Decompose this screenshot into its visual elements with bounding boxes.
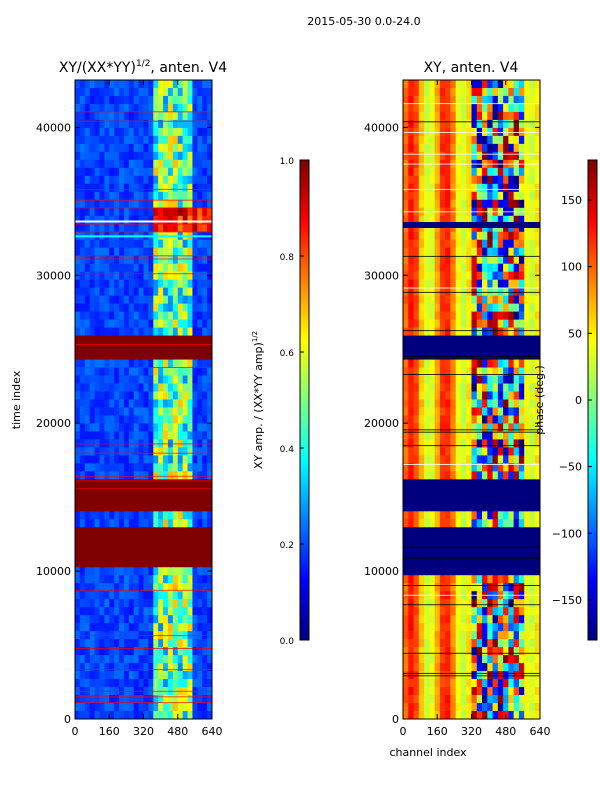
x-tick-label: 320 xyxy=(133,725,154,738)
colorbar-tick-label: 0.6 xyxy=(280,349,295,359)
x-tick-label: 480 xyxy=(495,725,516,738)
phase-colorbar-ticks: 150 100 50 0 −50 −100 −150 xyxy=(552,194,592,607)
x-tick-label: 0 xyxy=(72,725,79,738)
amp-colorbar-ticks: 0.0 0.2 0.4 0.6 0.8 1.0 xyxy=(280,157,304,647)
colorbar-tick-label: 0.4 xyxy=(280,445,295,455)
y-tick-label: 0 xyxy=(392,713,399,726)
colorbar-tick-label: 0.0 xyxy=(280,637,295,647)
amp-colorbar xyxy=(299,159,310,641)
phase-plot-title: XY, anten. V4 xyxy=(424,60,519,76)
colorbar-tick-label: 1.0 xyxy=(280,157,295,167)
suptitle: 2015-05-30 0.0-24.0 xyxy=(307,15,420,28)
phase-heatmap xyxy=(403,80,540,719)
colorbar-tick-label: 150 xyxy=(561,194,582,207)
x-tick-label: 0 xyxy=(400,725,407,738)
phase-colorbar-label: phase (deg.) xyxy=(533,365,546,435)
y-tick-label: 40000 xyxy=(36,121,71,134)
amp-colorbar-label-main: XY amp. / (XX*YY amp) xyxy=(252,342,265,469)
colorbar-tick-label: 0.8 xyxy=(280,253,295,263)
x-tick-label: 320 xyxy=(461,725,482,738)
colorbar-tick-label: −100 xyxy=(552,527,582,540)
colorbar-tick-label: −150 xyxy=(552,594,582,607)
amp-y-axis-label: time index xyxy=(10,370,23,429)
x-tick-label: 160 xyxy=(99,725,120,738)
x-tick-label: 160 xyxy=(427,725,448,738)
colorbar-tick-label: −50 xyxy=(559,461,582,474)
y-tick-label: 40000 xyxy=(364,121,399,134)
y-tick-label: 20000 xyxy=(36,417,71,430)
y-tick-label: 30000 xyxy=(364,269,399,282)
phase-axes-ticks: 0 10000 20000 30000 40000 0 160 320 480 640 xyxy=(364,80,551,738)
colorbar-tick-label: 50 xyxy=(568,327,582,340)
amp-colorbar-label-exponent: 1/2 xyxy=(251,331,259,342)
y-tick-label: 10000 xyxy=(364,565,399,578)
phase-x-axis-label: channel index xyxy=(389,746,467,759)
y-tick-label: 20000 xyxy=(364,417,399,430)
amp-colorbar-label: XY amp. / (XX*YY amp)1/2 xyxy=(251,331,265,469)
amp-plot-title: XY/(XX*YY)1/2, anten. V4 xyxy=(59,59,227,76)
amp-heatmap xyxy=(75,80,212,719)
x-tick-label: 640 xyxy=(202,725,223,738)
amp-title-main: XY/(XX*YY) xyxy=(59,60,136,76)
amp-title-tail: , anten. V4 xyxy=(150,60,227,76)
x-tick-label: 640 xyxy=(530,725,551,738)
amp-title-exponent: 1/2 xyxy=(136,59,150,69)
colorbar-tick-label: 0 xyxy=(575,394,582,407)
y-tick-label: 30000 xyxy=(36,269,71,282)
x-tick-label: 480 xyxy=(167,725,188,738)
y-tick-label: 0 xyxy=(64,713,71,726)
colorbar-tick-label: 100 xyxy=(561,261,582,274)
colorbar-tick-label: 0.2 xyxy=(280,541,294,551)
amp-axes-ticks: 0 10000 20000 30000 40000 0 160 320 480 640 xyxy=(36,80,223,738)
y-tick-label: 10000 xyxy=(36,565,71,578)
